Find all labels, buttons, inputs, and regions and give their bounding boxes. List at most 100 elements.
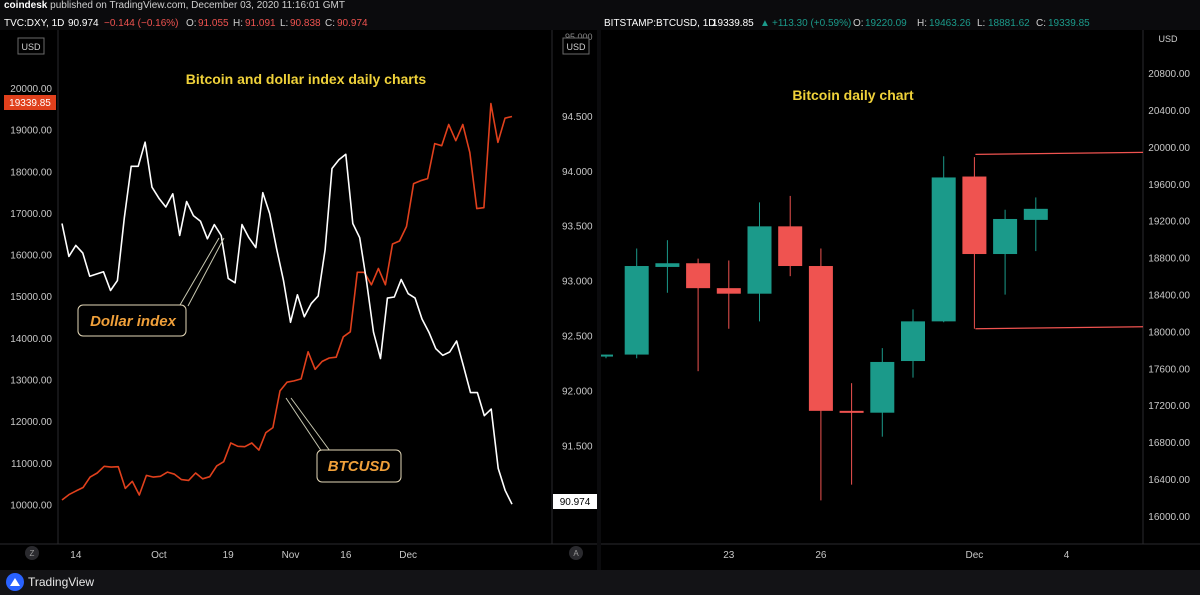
btcusd-series-line	[61, 102, 513, 501]
candle-body	[686, 263, 711, 289]
btc-x-tick-label: 26	[815, 550, 827, 561]
charts-canvas: 20000.00 19000.00 18000.00 17000.00 16000.00…	[0, 18, 1200, 561]
publish-info: published on TradingView.com, December 0…	[50, 0, 345, 11]
left-x-tick-label: 14	[70, 550, 82, 561]
right-axis-tick-label: 92.000	[562, 386, 593, 397]
dxy-high: 91.091	[245, 18, 276, 29]
btc-x-tick-label: 4	[1064, 550, 1070, 561]
footer-brand: TradingView	[28, 575, 95, 589]
btc-low: 18881.62	[988, 18, 1030, 29]
dollar-index-pointer-b	[187, 237, 225, 307]
right-unit-label: USD	[566, 42, 586, 52]
left-chart-title: Bitcoin and dollar index daily charts	[186, 71, 427, 87]
auto-scale-icon-glyph: Z	[30, 549, 35, 558]
btc-axis-tick-label: 20400.00	[1148, 106, 1190, 117]
right-chart-panel	[601, 30, 1200, 570]
btc-last-price-tag	[4, 95, 56, 110]
left-x-tick-label: 16	[340, 550, 352, 561]
candle-body	[778, 226, 803, 267]
btc-axis-tick-label: 17200.00	[1148, 401, 1190, 412]
btc-last-price-label: 19339.85	[9, 98, 51, 109]
btc-change-arrow: ▲	[760, 18, 770, 29]
btc-open-label: O:	[853, 18, 864, 29]
btc-axis-tick-label: 20800.00	[1148, 69, 1190, 80]
dxy-change: −0.144 (−0.16%)	[104, 18, 179, 29]
left-axis-tick-label: 14000.00	[10, 334, 52, 345]
btcusd-pointer-b	[290, 397, 331, 452]
left-axis-tick-label: 15000.00	[10, 292, 52, 303]
btc-axis-tick-label: 18800.00	[1148, 254, 1190, 265]
left-axis-tick-label: 13000.00	[10, 376, 52, 387]
left-axis-tick-label: 20000.00	[10, 84, 52, 95]
right-axis-partial-top: 95.000	[565, 32, 593, 42]
right-axis-tick-label: 93.500	[562, 222, 593, 233]
dxy-close: 90.974	[337, 18, 368, 29]
left-axis-tick-label: 16000.00	[10, 251, 52, 262]
candle-body	[870, 361, 895, 413]
btc-symbol: BITSTAMP:BTCUSD, 1D	[604, 18, 716, 29]
btc-axis-tick-label: 19200.00	[1148, 217, 1190, 228]
btcusd-callout-label: BTCUSD	[328, 458, 391, 475]
btc-last: 19339.85	[712, 18, 754, 29]
right-axis-tick-label: 92.500	[562, 332, 593, 343]
btc-axis-tick-label: 16000.00	[1148, 512, 1190, 523]
dxy-symbol: TVC:DXY, 1D	[4, 18, 64, 29]
dxy-open: 91.055	[198, 18, 229, 29]
btc-x-tick-label: Dec	[966, 550, 984, 561]
left-x-tick-label: 19	[223, 550, 235, 561]
candle-body	[601, 354, 613, 357]
dollar-index-pointer-a	[179, 237, 220, 306]
candle-body	[747, 226, 772, 294]
right-axis-tick-label: 93.000	[562, 277, 593, 288]
btc-close: 19339.85	[1048, 18, 1090, 29]
right-unit-box	[562, 37, 590, 55]
candle-body	[655, 263, 680, 267]
support-level-line	[975, 326, 1144, 330]
candle-body	[962, 176, 987, 255]
left-unit-label: USD	[21, 42, 41, 52]
candle-body	[808, 266, 833, 411]
candle-body	[624, 266, 649, 355]
dollar-index-callout	[77, 304, 187, 337]
dxy-low: 90.838	[290, 18, 321, 29]
dxy-last-price-label: 90.974	[560, 497, 591, 508]
left-x-tick-label: Oct	[151, 550, 167, 561]
candle-body	[839, 410, 864, 413]
btcusd-pointer-a	[285, 397, 323, 453]
dxy-close-label: C:	[325, 18, 335, 29]
btc-axis-tick-label: 18000.00	[1148, 327, 1190, 338]
btc-low-label: L:	[977, 18, 985, 29]
auto-mode-icon-glyph: A	[573, 549, 579, 558]
btc-high: 19463.26	[929, 18, 971, 29]
candle-body	[931, 177, 956, 322]
dxy-low-label: L:	[280, 18, 288, 29]
left-axis-tick-label: 19000.00	[10, 126, 52, 137]
btc-open: 19220.09	[865, 18, 907, 29]
candle-body	[901, 321, 925, 362]
btc-axis-tick-label: 20000.00	[1148, 143, 1190, 154]
btc-high-label: H:	[917, 18, 927, 29]
left-axis-tick-label: 17000.00	[10, 209, 52, 220]
auto-scale-icon[interactable]	[25, 546, 39, 560]
left-x-tick-label: Dec	[399, 550, 417, 561]
dollar-index-callout-label: Dollar index	[90, 313, 177, 330]
dxy-last: 90.974	[68, 18, 99, 29]
author-name: coindesk	[4, 0, 48, 11]
right-axis-tick-label: 91.500	[562, 441, 593, 452]
right-chart-title: Bitcoin daily chart	[792, 87, 914, 103]
dollar-index-series-line	[61, 141, 513, 505]
left-axis-tick-label: 18000.00	[10, 167, 52, 178]
dxy-high-label: H:	[233, 18, 243, 29]
auto-mode-icon[interactable]	[569, 546, 583, 560]
footer-bar	[0, 570, 1200, 595]
left-axis-tick-label: 12000.00	[10, 417, 52, 428]
btc-axis-tick-label: 16800.00	[1148, 438, 1190, 449]
btc-close-label: C:	[1036, 18, 1046, 29]
dxy-last-price-tag	[553, 494, 597, 509]
publish-header: coindesk published on TradingView.com, D…	[0, 0, 1200, 12]
btc-axis-unit-label: USD	[1158, 34, 1178, 44]
btc-change: +113.30 (+0.59%)	[772, 18, 851, 29]
right-axis-tick-label: 94.000	[562, 167, 593, 178]
tradingview-logo-icon[interactable]	[6, 573, 24, 591]
btc-axis-tick-label: 19600.00	[1148, 180, 1190, 191]
